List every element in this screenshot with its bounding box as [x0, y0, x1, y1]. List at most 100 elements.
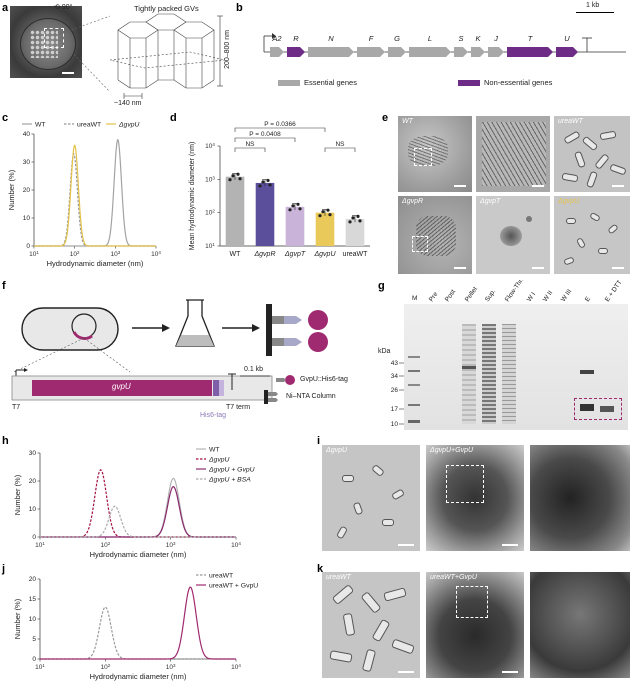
t7-label: T7 [12, 404, 21, 411]
data-point [258, 184, 262, 188]
panel-f: gvpU T7 T7 term His6-tag 0.1 kb GvpU::Hi… [0, 280, 376, 432]
panel-letter-c: c [2, 112, 9, 124]
panel-j: 101 102 103 104 0 5 10 15 20 Hydrodynamic diamete… [0, 563, 316, 685]
significance-label-2: NS [245, 141, 255, 148]
data-point [236, 172, 240, 176]
data-point [288, 208, 292, 212]
legend-label-1: ureaWT + GvpU [209, 583, 258, 590]
series-line-3 [40, 505, 236, 538]
gene-label-A2: A2 [271, 34, 282, 43]
data-point [356, 214, 360, 219]
series-line-0 [34, 138, 156, 247]
bar-4 [345, 218, 365, 246]
x-tick-label: 103 [166, 541, 176, 550]
lane-label-4: Sup. [484, 288, 498, 303]
panel-letter-b: b [236, 2, 243, 14]
panel-letter-k: k [317, 563, 324, 575]
em-i-gvpu-gvpu: ΔgvpU+GvpU [426, 445, 524, 551]
gene-cluster-map: A2 R N F G L S K J T U [263, 33, 626, 57]
x-tick-label: 103 [110, 250, 120, 259]
legend-label-1: ΔgvpU [208, 457, 230, 464]
scale-bar [62, 72, 74, 74]
caption: ΔgvpU+GvpU [430, 447, 474, 454]
y-tick-label: 15 [29, 596, 37, 603]
panel-letter-g: g [378, 280, 385, 292]
gv-cell-em-image [10, 6, 82, 78]
bar-3 [315, 212, 335, 246]
purification-diagram [11, 299, 328, 404]
panel-letter-i: i [317, 435, 321, 447]
gene-arrow-U [556, 47, 578, 57]
caption: ureaWT [558, 118, 583, 125]
scale-bar [576, 12, 614, 13]
series-line-1 [40, 586, 236, 660]
lane-label-5: Flow-Thru [504, 280, 527, 303]
lane-label-8: W III [560, 288, 574, 303]
gene-label-K: K [475, 34, 481, 43]
caption: ΔgvpR [402, 198, 424, 205]
legend-protein-label: GvpU::His6-tag [300, 376, 348, 383]
gene-arrow-R [287, 47, 305, 57]
em-e-gvpu: ΔgvpU [554, 196, 630, 274]
panel-letter-d: d [170, 112, 177, 124]
gene-label-F: F [369, 34, 374, 43]
significance-bracket-0 [234, 127, 326, 132]
x-tick-label: 102 [100, 541, 110, 550]
legend-label-3: ΔgvpU + BSA [208, 477, 251, 484]
panel-e: WT ureaWT ΔgvpR ΔgvpT ΔgvpU [398, 116, 631, 276]
t7-term-label: T7 term [226, 404, 251, 411]
bar-1 [255, 182, 275, 246]
gene-arrow-F [357, 47, 385, 57]
panel-letter-e: e [382, 112, 389, 124]
legend-label-0: WT [209, 447, 220, 454]
series-line-0 [40, 606, 236, 660]
em-e-gvpr: ΔgvpR [398, 196, 472, 274]
marker-label-2: 26 [391, 387, 399, 394]
panel-letter-a: a [2, 2, 9, 14]
panel-d: 101 102 103 104 Mean hydrodynamic diameter (… [168, 112, 380, 277]
x-tick-label: 104 [231, 541, 241, 550]
legend-nonessential-swatch [458, 80, 480, 86]
lane-label-7: W II [542, 290, 554, 304]
em-e-wt-zoom [476, 116, 550, 192]
data-point [328, 213, 332, 217]
y-tick-label: 0 [32, 534, 36, 541]
y-tick-label: 20 [29, 576, 37, 583]
chart-d: 101 102 103 104 Mean hydrodynamic diameter (… [189, 121, 370, 258]
x-tick-label: 104 [231, 663, 241, 672]
x-tick-label: 101 [29, 250, 39, 259]
gene-label-U: U [564, 34, 570, 43]
caption: WT [402, 118, 413, 125]
data-point [318, 214, 322, 218]
panel-i: ΔgvpU ΔgvpU+GvpU [322, 445, 632, 555]
legend-label-0: ureaWT [209, 573, 233, 580]
y-axis-label: Number (%) [13, 598, 22, 639]
data-point [351, 216, 355, 220]
series-line-0 [40, 477, 236, 538]
lane-label-10: E + DTT [604, 280, 624, 303]
caption: ureaWT [326, 574, 351, 581]
gene-label-N: N [328, 34, 334, 43]
gv-title: Tightly packed GVs [134, 4, 199, 13]
lane-label-9: E [584, 295, 593, 303]
significance-label-0: P = 0.0366 [264, 121, 296, 128]
gene-label-J: J [493, 34, 498, 43]
data-point [298, 207, 302, 211]
panel-letter-f: f [2, 280, 6, 292]
highlight-box [574, 398, 622, 420]
caption: ΔgvpT [480, 198, 501, 205]
y-tick-label: 10 [29, 506, 37, 513]
y-tick-label: 5 [32, 636, 36, 643]
category-label-2: ΔgvpT [284, 251, 306, 258]
gene-arrow-L [409, 47, 451, 57]
significance-bracket-3 [324, 147, 356, 152]
series-line-2 [34, 144, 156, 247]
gene-arrow-S [454, 47, 468, 57]
gene-label-T: T [528, 34, 534, 43]
y-tick-label: 10 [23, 215, 31, 222]
legend-label-1: ureaWT [77, 122, 101, 129]
bar-2 [285, 206, 305, 246]
marker-label-1: 34 [391, 373, 399, 380]
x-tick-label: 101 [35, 541, 45, 550]
significance-bracket-1 [234, 137, 296, 142]
